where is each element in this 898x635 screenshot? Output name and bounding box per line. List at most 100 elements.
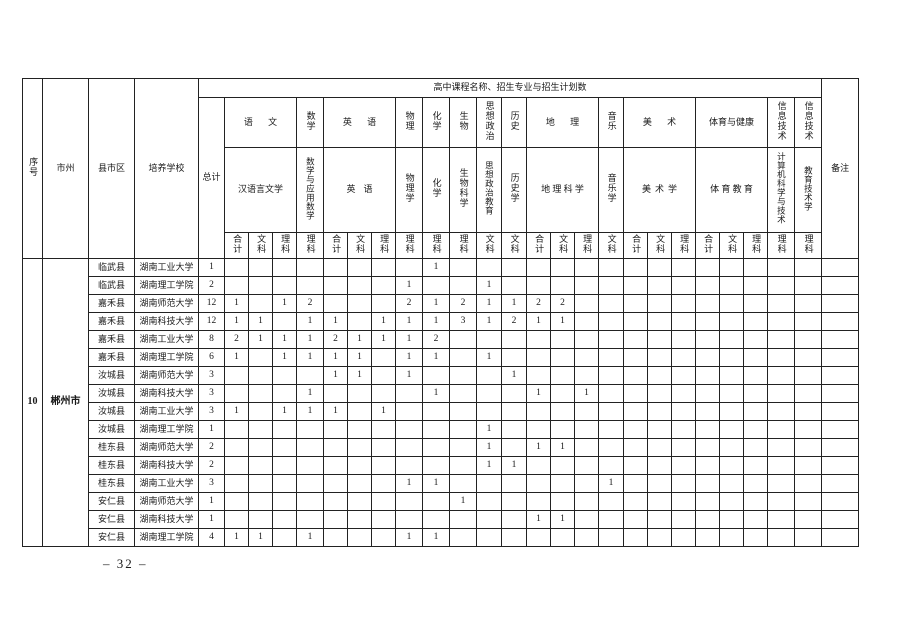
- value-cell: 2: [422, 330, 450, 349]
- value-cell: [647, 492, 672, 511]
- value-cell: [671, 456, 696, 475]
- table-row: 嘉禾县 湖南科技大学 12 1 1 1 1 1 1 1 3 1 2 1 1: [23, 312, 860, 331]
- value-cell: [395, 456, 423, 475]
- value-cell: [767, 312, 795, 331]
- school-cell: 湖南师范大学: [134, 366, 199, 385]
- value-cell: [719, 348, 744, 367]
- total-cell: 12: [198, 312, 225, 331]
- value-cell: [743, 510, 768, 529]
- value-cell: [371, 348, 396, 367]
- value-cell: [550, 258, 575, 277]
- county-cell: 安仁县: [88, 528, 135, 547]
- value-cell: [422, 420, 450, 439]
- track-cell: 合计: [526, 232, 551, 259]
- value-cell: [248, 294, 273, 313]
- value-cell: 1: [476, 312, 502, 331]
- value-cell: [224, 366, 249, 385]
- major-physics: 物理学: [395, 147, 423, 233]
- value-cell: [598, 312, 624, 331]
- major-biology: 生物科学: [449, 147, 477, 233]
- value-cell: [719, 510, 744, 529]
- remark-cell: [821, 366, 860, 385]
- table-header: 序号 市州 县市区 培养学校 高中课程名称、招生专业与招生计划数 备注 总计 语…: [22, 78, 860, 259]
- county-cell: 嘉禾县: [88, 348, 135, 367]
- value-cell: [371, 528, 396, 547]
- value-cell: [719, 492, 744, 511]
- total-cell: 12: [198, 294, 225, 313]
- value-cell: [371, 474, 396, 493]
- track-cell: 文科: [501, 232, 527, 259]
- value-cell: [743, 366, 768, 385]
- track-cell: 文科: [647, 232, 672, 259]
- county-cell: 汝城县: [88, 366, 135, 385]
- value-cell: [623, 438, 648, 457]
- major-politics: 思想政治教育: [476, 147, 502, 233]
- value-cell: [371, 294, 396, 313]
- value-cell: [671, 438, 696, 457]
- value-cell: [526, 474, 551, 493]
- value-cell: 1: [296, 312, 324, 331]
- value-cell: [422, 456, 450, 475]
- value-cell: [598, 330, 624, 349]
- col-header-county: 县市区: [88, 78, 135, 259]
- value-cell: [550, 366, 575, 385]
- value-cell: [526, 456, 551, 475]
- value-cell: [695, 348, 720, 367]
- table-row: 安仁县 湖南师范大学 1 1: [23, 492, 860, 511]
- value-cell: [272, 258, 297, 277]
- total-cell: 4: [198, 528, 225, 547]
- value-cell: 1: [272, 402, 297, 421]
- value-cell: [296, 366, 324, 385]
- table-title: 高中课程名称、招生专业与招生计划数: [197, 78, 823, 98]
- county-cell: 嘉禾县: [88, 330, 135, 349]
- table-row: 10 郴州市 临武县 湖南工业大学 1 1: [22, 258, 860, 547]
- value-cell: 1: [476, 294, 502, 313]
- total-cell: 1: [198, 258, 225, 277]
- remark-cell: [821, 492, 860, 511]
- value-cell: [598, 348, 624, 367]
- value-cell: [526, 492, 551, 511]
- value-cell: [449, 348, 477, 367]
- table-row: 临武县 湖南理工学院 2 1 1: [23, 276, 860, 295]
- value-cell: [719, 276, 744, 295]
- track-cell: 文科: [248, 232, 273, 259]
- track-cell: 理科: [743, 232, 768, 259]
- value-cell: 1: [371, 402, 396, 421]
- value-cell: [449, 258, 477, 277]
- value-cell: [647, 456, 672, 475]
- table-row: 汝城县 湖南科技大学 3 1 1 1 1: [23, 384, 860, 403]
- value-cell: [719, 474, 744, 493]
- value-cell: [695, 384, 720, 403]
- city-cell: 郴州市: [42, 258, 89, 547]
- value-cell: 1: [347, 348, 372, 367]
- value-cell: [323, 384, 348, 403]
- value-cell: 1: [550, 510, 575, 529]
- value-cell: [623, 366, 648, 385]
- value-cell: [224, 384, 249, 403]
- col-header-total: 总计: [198, 97, 225, 259]
- track-cell: 理科: [296, 232, 324, 259]
- value-cell: [671, 492, 696, 511]
- county-cell: 桂东县: [88, 456, 135, 475]
- value-cell: [695, 420, 720, 439]
- value-cell: [793, 474, 823, 493]
- track-cell: 文科: [550, 232, 575, 259]
- total-cell: 8: [198, 330, 225, 349]
- value-cell: [526, 402, 551, 421]
- value-cell: [449, 402, 477, 421]
- county-cell: 桂东县: [88, 438, 135, 457]
- value-cell: [526, 276, 551, 295]
- value-cell: [767, 276, 795, 295]
- col-header-city: 市州: [42, 78, 89, 259]
- value-cell: [476, 258, 502, 277]
- table-row: 安仁县 湖南理工学院 4 1 1 1 1 1: [23, 528, 860, 547]
- value-cell: [476, 528, 502, 547]
- value-cell: 1: [224, 294, 249, 313]
- value-cell: [793, 348, 823, 367]
- value-cell: 1: [501, 366, 527, 385]
- value-cell: [719, 312, 744, 331]
- value-cell: 1: [323, 348, 348, 367]
- remark-cell: [821, 294, 860, 313]
- value-cell: [371, 276, 396, 295]
- county-cell: 汝城县: [88, 384, 135, 403]
